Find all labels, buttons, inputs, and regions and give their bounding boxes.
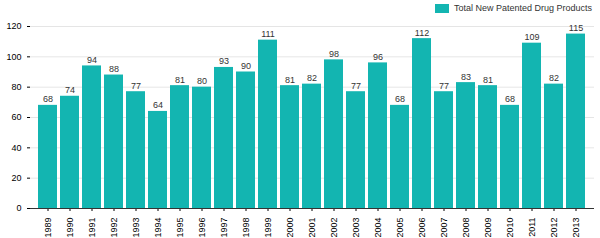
svg-text:77: 77 [439, 81, 449, 91]
svg-text:93: 93 [219, 56, 229, 66]
svg-text:2008: 2008 [461, 218, 471, 238]
svg-text:80: 80 [197, 76, 207, 86]
svg-text:68: 68 [505, 94, 515, 104]
svg-text:2001: 2001 [307, 218, 317, 238]
svg-text:77: 77 [131, 81, 141, 91]
svg-text:100: 100 [6, 52, 21, 62]
svg-text:83: 83 [461, 71, 471, 81]
html-text:Total New Patented Drug Produc: Total New Patented Drug Products [453, 3, 592, 13]
svg-text:1999: 1999 [263, 218, 273, 238]
svg-text:1996: 1996 [197, 218, 207, 238]
svg-text:1990: 1990 [65, 218, 75, 238]
svg-text:81: 81 [175, 75, 185, 85]
svg-text:1993: 1993 [131, 218, 141, 238]
svg-text:2003: 2003 [351, 218, 361, 238]
svg-text:2010: 2010 [505, 218, 515, 238]
svg-text:64: 64 [153, 100, 163, 110]
svg-text:2002: 2002 [329, 218, 339, 238]
svg-text:82: 82 [549, 73, 559, 83]
svg-text:68: 68 [395, 94, 405, 104]
svg-text:115: 115 [569, 23, 583, 33]
svg-text:80: 80 [11, 82, 21, 92]
svg-text:2013: 2013 [571, 218, 581, 238]
svg-text:94: 94 [87, 55, 97, 65]
svg-text:112: 112 [415, 28, 429, 38]
svg-text:1998: 1998 [241, 218, 251, 238]
svg-text:1997: 1997 [219, 218, 229, 238]
svg-text:111: 111 [261, 29, 275, 39]
svg-text:2009: 2009 [483, 218, 493, 238]
svg-text:88: 88 [109, 64, 119, 74]
svg-text:2007: 2007 [439, 218, 449, 238]
svg-text:1992: 1992 [109, 218, 119, 238]
svg-text:120: 120 [6, 21, 21, 31]
svg-text:60: 60 [11, 112, 21, 122]
svg-text:1991: 1991 [87, 218, 97, 238]
svg-text:1994: 1994 [153, 218, 163, 238]
svg-text:0: 0 [16, 203, 21, 213]
svg-text:81: 81 [483, 75, 493, 85]
svg-text:74: 74 [65, 85, 75, 95]
svg-text:90: 90 [241, 61, 251, 71]
svg-text:1989: 1989 [43, 218, 53, 238]
svg-text:81: 81 [285, 75, 295, 85]
svg-text:2012: 2012 [549, 218, 559, 238]
svg-text:2005: 2005 [395, 218, 405, 238]
svg-text:2006: 2006 [417, 218, 427, 238]
svg-text:1995: 1995 [175, 218, 185, 238]
svg-text:40: 40 [11, 143, 21, 153]
svg-text:2011: 2011 [527, 218, 537, 237]
svg-text:82: 82 [307, 73, 317, 83]
svg-text:77: 77 [351, 81, 361, 91]
svg-text:2000: 2000 [285, 218, 295, 238]
svg-text:20: 20 [11, 173, 21, 183]
svg-text:2004: 2004 [373, 218, 383, 238]
svg-text:96: 96 [373, 52, 383, 62]
svg-text:98: 98 [329, 49, 339, 59]
svg-text:109: 109 [524, 32, 539, 42]
svg-text:68: 68 [43, 94, 53, 104]
